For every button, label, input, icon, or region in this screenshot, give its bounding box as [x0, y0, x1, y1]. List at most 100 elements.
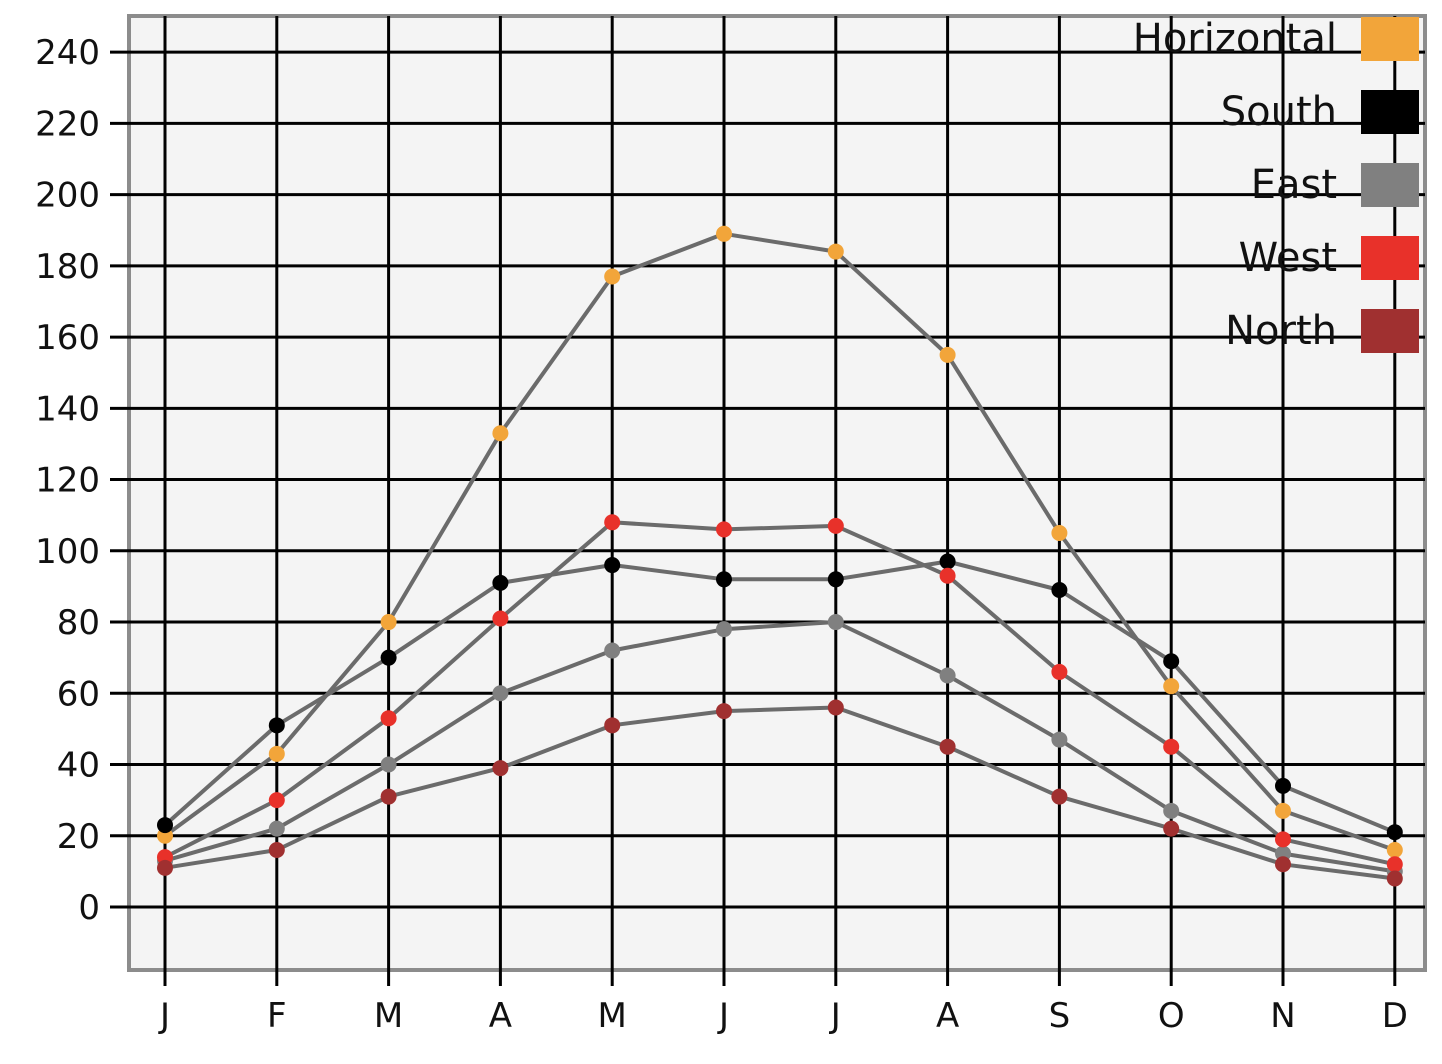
series-line-north	[164, 705, 1396, 881]
y-tick-label: 0	[78, 888, 100, 928]
data-point-north	[604, 717, 621, 734]
x-tick-label: J	[829, 996, 841, 1036]
y-tick-label: 160	[35, 318, 100, 358]
x-tick-label: M	[598, 996, 627, 1036]
y-tick-label: 40	[57, 746, 100, 786]
data-point-horizontal	[1051, 524, 1068, 541]
x-tick-label: A	[489, 996, 512, 1036]
data-point-east	[380, 756, 397, 773]
x-tick-label: J	[717, 996, 729, 1036]
data-point-north	[1275, 856, 1291, 873]
y-tick-label: 240	[35, 33, 100, 73]
data-point-south	[604, 557, 621, 574]
legend-swatch	[1361, 163, 1419, 207]
x-tick-label: O	[1158, 996, 1185, 1036]
series-line-west	[164, 520, 1396, 867]
data-point-south	[268, 717, 285, 734]
data-point-horizontal	[1386, 842, 1403, 859]
data-point-south	[939, 553, 956, 570]
data-point-north	[1051, 788, 1068, 805]
legend-item-west: West	[1239, 235, 1419, 281]
series-line-east	[164, 620, 1396, 874]
plot-area	[127, 14, 1427, 972]
data-point-south	[827, 571, 844, 588]
data-point-west	[1386, 856, 1403, 873]
data-point-south	[492, 574, 509, 591]
legend: Horizontal South East West North	[1133, 16, 1419, 354]
data-point-east	[268, 820, 285, 837]
series-line-south	[163, 559, 1396, 835]
data-point-west	[939, 567, 956, 584]
legend-label: South	[1221, 89, 1337, 135]
data-point-north	[492, 760, 509, 777]
legend-item-horizontal: Horizontal	[1133, 16, 1419, 62]
legend-label: East	[1251, 162, 1337, 208]
data-point-east	[1163, 802, 1180, 819]
x-tick-label: S	[1049, 996, 1071, 1036]
x-tick-label: A	[936, 996, 959, 1036]
y-tick-label: 120	[35, 461, 100, 501]
data-point-west	[1051, 663, 1068, 680]
data-point-horizontal	[939, 346, 956, 363]
legend-swatch	[1361, 90, 1419, 134]
data-point-south	[157, 817, 173, 834]
x-tick-label: J	[158, 996, 170, 1036]
y-tick-label: 100	[35, 532, 100, 572]
data-point-north	[827, 699, 844, 716]
data-point-horizontal	[716, 225, 732, 242]
data-point-north	[268, 842, 285, 859]
data-point-north	[1386, 870, 1403, 887]
data-point-west	[380, 710, 397, 727]
y-tick-label: 180	[35, 247, 100, 287]
axis-ticks: 0 20 40 60 80 100 120 140 160 180 200 220 240 J F M A M J J…	[35, 33, 1408, 1036]
data-point-horizontal	[827, 243, 844, 260]
data-point-west	[716, 521, 732, 538]
data-point-south	[1051, 581, 1068, 598]
data-point-north	[157, 859, 173, 876]
y-tick-label: 60	[57, 674, 100, 714]
data-point-horizontal	[492, 425, 509, 442]
y-tick-label: 20	[57, 817, 100, 857]
legend-item-east: East	[1251, 162, 1419, 208]
data-point-west	[604, 514, 621, 531]
data-point-west	[268, 792, 285, 809]
y-tick-label: 200	[35, 176, 100, 216]
series-lines	[163, 231, 1396, 881]
data-points	[157, 225, 1403, 887]
legend-label: Horizontal	[1133, 16, 1337, 62]
legend-label: North	[1225, 308, 1337, 354]
data-point-west	[827, 517, 844, 534]
data-point-horizontal	[268, 745, 285, 762]
data-point-west	[1163, 738, 1180, 755]
data-point-horizontal	[1163, 678, 1180, 695]
data-point-east	[492, 685, 509, 702]
data-point-horizontal	[1275, 802, 1291, 819]
y-tick-label: 220	[35, 104, 100, 144]
data-point-east	[716, 621, 732, 638]
data-point-east	[827, 614, 844, 631]
x-tick-label: F	[267, 996, 287, 1036]
data-point-east	[939, 667, 956, 684]
data-point-horizontal	[380, 614, 397, 631]
data-point-south	[716, 571, 732, 588]
legend-item-north: North	[1225, 308, 1419, 354]
y-tick-label: 80	[57, 603, 100, 643]
x-tick-label: N	[1270, 996, 1295, 1036]
grid-lines	[129, 16, 1425, 970]
data-point-south	[1163, 653, 1180, 670]
data-point-west	[1275, 831, 1291, 848]
legend-label: West	[1239, 235, 1337, 281]
data-point-east	[1051, 731, 1068, 748]
legend-item-south: South	[1221, 89, 1419, 135]
legend-swatch	[1361, 17, 1419, 61]
data-point-north	[1163, 820, 1180, 837]
data-point-south	[380, 649, 397, 666]
data-point-west	[492, 610, 509, 627]
y-tick-label: 140	[35, 389, 100, 429]
x-tick-label: D	[1382, 996, 1408, 1036]
data-point-north	[380, 788, 397, 805]
data-point-horizontal	[604, 268, 621, 285]
series-line-horizontal	[163, 231, 1396, 852]
